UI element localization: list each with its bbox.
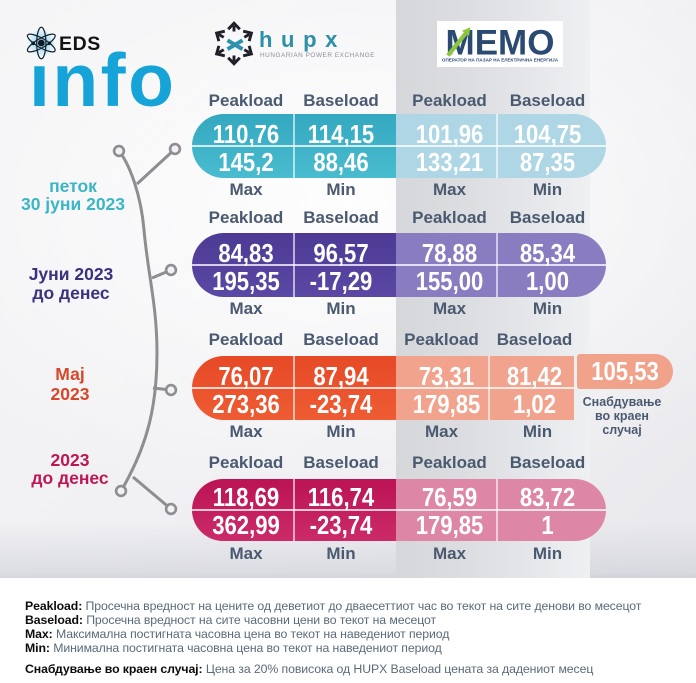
svg-text:EDS: EDS: [59, 33, 101, 55]
svg-text:hupx: hupx: [259, 27, 346, 52]
svg-text:HUNGARIAN POWER EXCHANGE: HUNGARIAN POWER EXCHANGE: [260, 52, 375, 59]
svg-text:ОПЕРАТОР НА ПАЗАР НА ЕЛЕКТРИЧН: ОПЕРАТОР НА ПАЗАР НА ЕЛЕКТРИЧНА ЕНЕРГИЈА: [442, 58, 559, 63]
